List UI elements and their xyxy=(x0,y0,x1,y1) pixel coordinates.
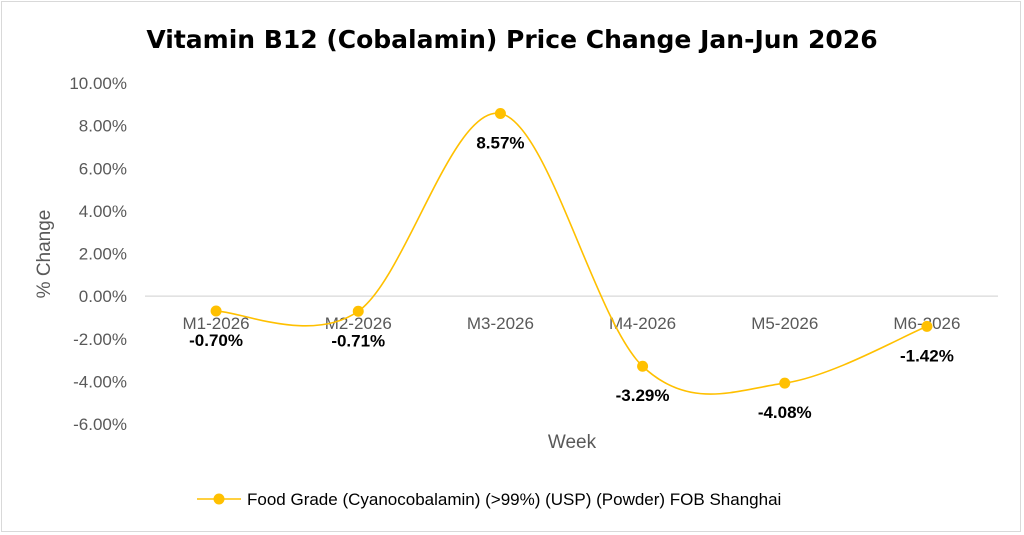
legend: Food Grade (Cyanocobalamin) (>99%) (USP)… xyxy=(197,490,781,509)
y-tick-label: -6.00% xyxy=(73,415,127,434)
data-labels: -0.70% -0.71% 8.57% -3.29% -4.08% -1.42% xyxy=(189,133,954,422)
y-tick-label: -2.00% xyxy=(73,330,127,349)
data-label: -1.42% xyxy=(900,346,954,365)
data-label: -0.70% xyxy=(189,331,243,350)
y-tick-label: -4.00% xyxy=(73,372,127,391)
legend-marker xyxy=(213,493,225,505)
data-point xyxy=(210,305,222,317)
y-tick-label: 0.00% xyxy=(79,287,127,306)
x-tick-label: M3-2026 xyxy=(467,314,534,333)
x-tick-label: M2-2026 xyxy=(325,314,392,333)
y-tick-label: 8.00% xyxy=(79,117,127,136)
data-label: -3.29% xyxy=(616,386,670,405)
y-tick-label: 6.00% xyxy=(79,159,127,178)
data-point xyxy=(921,320,933,332)
data-point xyxy=(352,305,364,317)
data-label: -0.71% xyxy=(331,331,385,350)
data-label: 8.57% xyxy=(476,133,524,152)
data-point xyxy=(637,360,649,372)
y-tick-label: 4.00% xyxy=(79,202,127,221)
chart-title: Vitamin B12 (Cobalamin) Price Change Jan… xyxy=(146,25,877,54)
y-axis-ticks: 10.00% 8.00% 6.00% 4.00% 2.00% 0.00% -2.00% -4.… xyxy=(69,74,127,434)
legend-label: Food Grade (Cyanocobalamin) (>99%) (USP)… xyxy=(247,490,781,509)
x-tick-label: M5-2026 xyxy=(751,314,818,333)
data-label: -4.08% xyxy=(758,403,812,422)
y-tick-label: 10.00% xyxy=(69,74,127,93)
y-tick-label: 2.00% xyxy=(79,245,127,264)
series-points xyxy=(210,107,933,389)
data-point xyxy=(779,377,791,389)
x-tick-label: M4-2026 xyxy=(609,314,676,333)
x-axis-title: Week xyxy=(548,432,597,453)
data-point xyxy=(494,107,506,119)
series-line xyxy=(216,112,928,395)
x-tick-label: M1-2026 xyxy=(183,314,250,333)
y-axis-title: % Change xyxy=(34,210,55,299)
x-axis-ticks: M1-2026M2-2026M3-2026M4-2026M5-2026M6-20… xyxy=(183,314,961,333)
